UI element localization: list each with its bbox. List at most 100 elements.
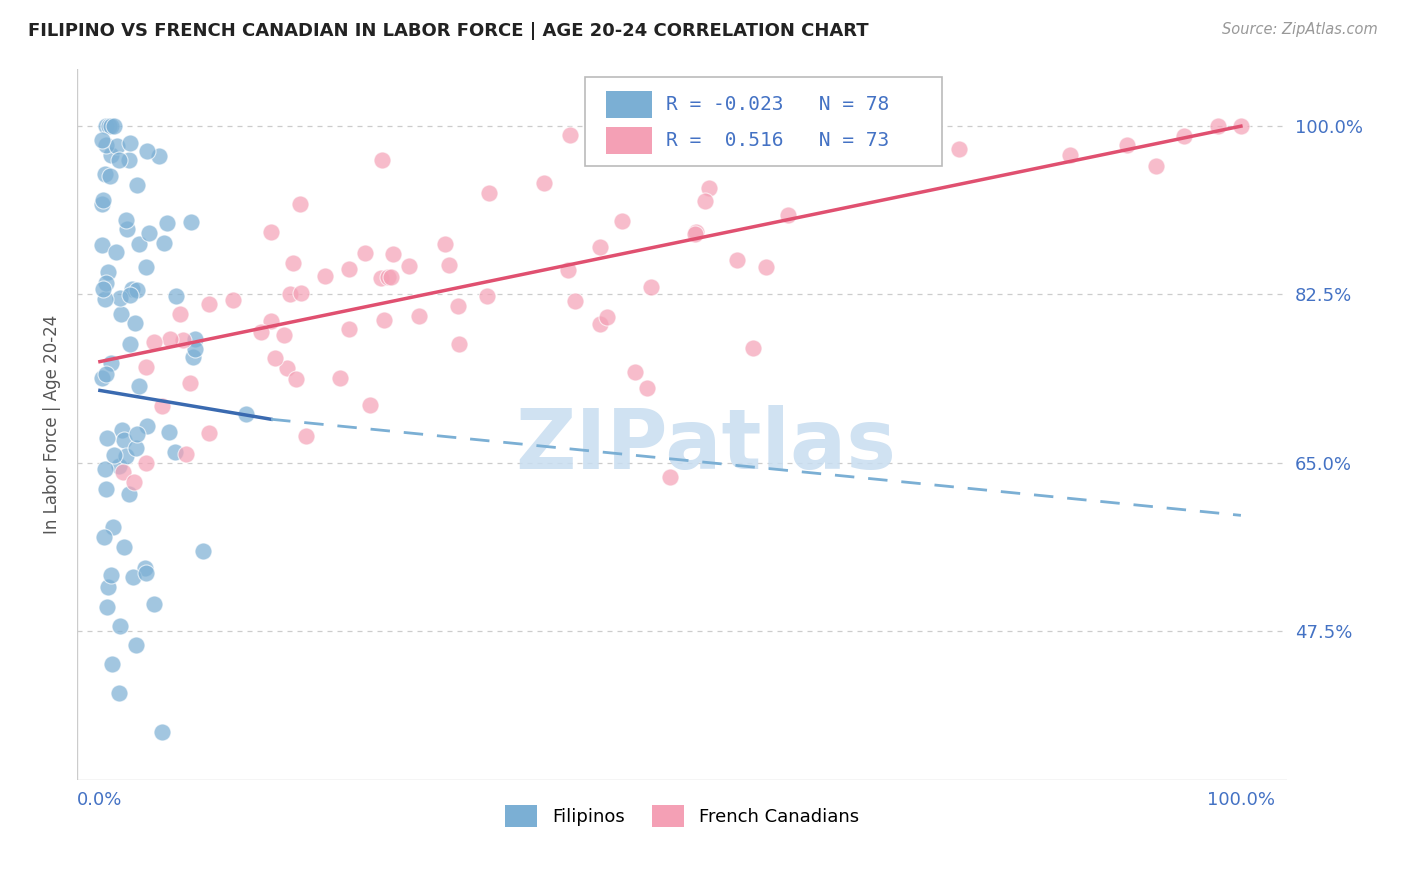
Point — [112, 540, 135, 554]
Point — [142, 597, 165, 611]
Point — [278, 286, 301, 301]
Point — [685, 225, 707, 239]
Point — [98, 169, 121, 183]
Point — [180, 215, 202, 229]
Point — [135, 360, 157, 375]
Point — [125, 441, 148, 455]
Point — [108, 153, 131, 167]
Point — [478, 186, 501, 201]
Point — [103, 448, 125, 462]
Point — [122, 569, 145, 583]
Point — [281, 256, 304, 270]
Bar — [606, 127, 651, 153]
Point — [94, 292, 117, 306]
Point — [640, 280, 662, 294]
Point — [110, 423, 132, 437]
Point — [169, 307, 191, 321]
Point — [125, 283, 148, 297]
Point — [437, 258, 460, 272]
Point — [105, 244, 128, 259]
Point — [94, 482, 117, 496]
Point — [564, 294, 586, 309]
Bar — [606, 91, 651, 118]
Point — [948, 142, 970, 156]
Point — [124, 316, 146, 330]
Point — [172, 333, 194, 347]
Point — [103, 119, 125, 133]
Point — [152, 724, 174, 739]
Point — [533, 176, 555, 190]
Point — [150, 399, 173, 413]
Point — [96, 276, 118, 290]
Point — [250, 325, 273, 339]
Point — [101, 657, 124, 672]
Point — [329, 371, 352, 385]
Point — [359, 398, 381, 412]
Point — [112, 433, 135, 447]
Point — [755, 260, 778, 274]
Point — [697, 181, 720, 195]
Point — [100, 356, 122, 370]
Point — [100, 568, 122, 582]
Point — [314, 268, 336, 283]
Text: R =  0.516   N = 73: R = 0.516 N = 73 — [666, 131, 890, 150]
Text: Source: ZipAtlas.com: Source: ZipAtlas.com — [1222, 22, 1378, 37]
Point — [120, 287, 142, 301]
Point — [91, 197, 114, 211]
Point — [135, 260, 157, 274]
Point — [124, 638, 146, 652]
Text: R = -0.023   N = 78: R = -0.023 N = 78 — [666, 95, 890, 113]
Point — [93, 530, 115, 544]
Point — [263, 351, 285, 365]
Point — [128, 236, 150, 251]
Point — [94, 168, 117, 182]
Legend: Filipinos, French Canadians: Filipinos, French Canadians — [498, 798, 866, 835]
Point — [163, 445, 186, 459]
Point — [1144, 159, 1167, 173]
Point — [94, 367, 117, 381]
Point — [693, 194, 716, 208]
Point — [94, 119, 117, 133]
Point — [624, 365, 647, 379]
Point — [184, 343, 207, 357]
Point — [776, 208, 799, 222]
Text: FILIPINO VS FRENCH CANADIAN IN LABOR FORCE | AGE 20-24 CORRELATION CHART: FILIPINO VS FRENCH CANADIAN IN LABOR FOR… — [28, 22, 869, 40]
Point — [91, 133, 114, 147]
Point — [94, 137, 117, 152]
Point — [273, 328, 295, 343]
Point — [100, 147, 122, 161]
Point — [91, 282, 114, 296]
Point — [96, 431, 118, 445]
Point — [135, 566, 157, 580]
Point — [115, 222, 138, 236]
Point — [120, 136, 142, 150]
Point — [1115, 138, 1137, 153]
Point — [136, 419, 159, 434]
Point — [142, 335, 165, 350]
Point — [181, 351, 204, 365]
Point — [118, 153, 141, 168]
Point — [371, 153, 394, 167]
Point — [373, 312, 395, 326]
Point — [337, 262, 360, 277]
Point — [108, 619, 131, 633]
Point — [636, 381, 658, 395]
Point — [108, 459, 131, 474]
Point — [96, 599, 118, 614]
Point — [184, 332, 207, 346]
Point — [107, 138, 129, 153]
Point — [222, 293, 245, 307]
FancyBboxPatch shape — [585, 77, 942, 166]
Point — [108, 686, 131, 700]
Point — [120, 336, 142, 351]
Point — [610, 214, 633, 228]
Point — [558, 128, 581, 143]
Point — [589, 240, 612, 254]
Point — [97, 581, 120, 595]
Point — [1230, 119, 1253, 133]
Point — [449, 337, 471, 351]
Point — [198, 296, 221, 310]
Point — [117, 487, 139, 501]
Point — [153, 236, 176, 251]
Point — [377, 269, 399, 284]
